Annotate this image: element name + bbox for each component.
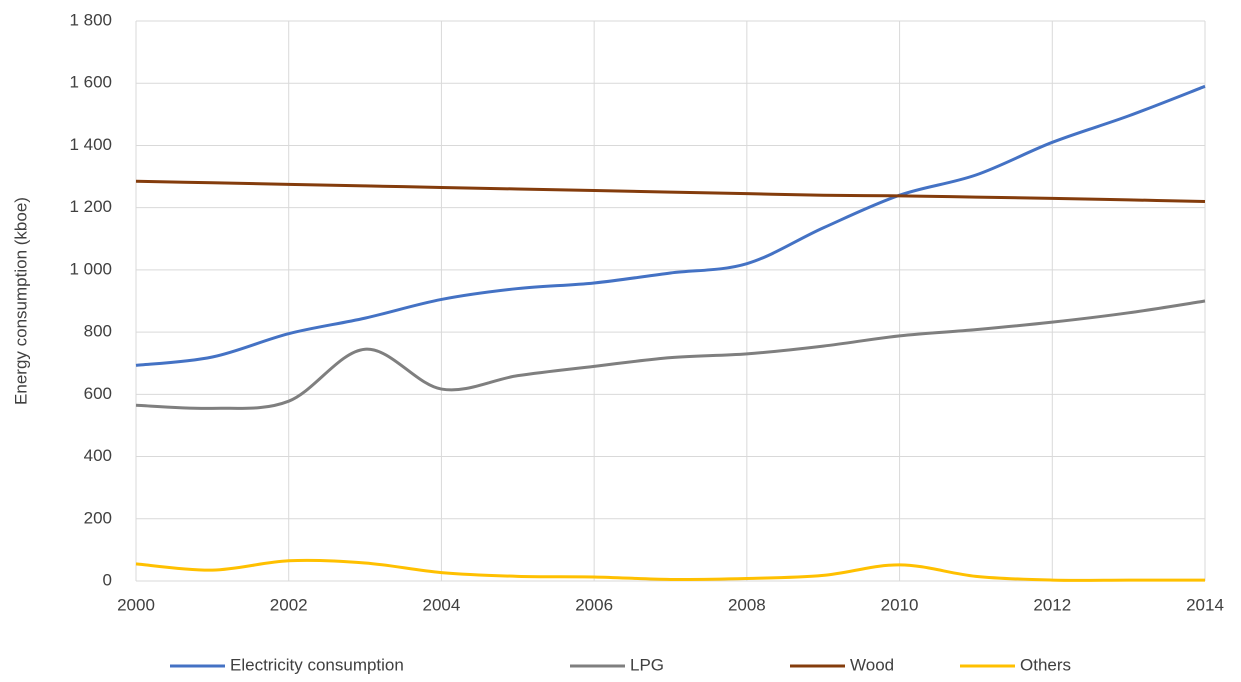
y-tick-label: 400 xyxy=(84,446,112,465)
legend-label: LPG xyxy=(630,655,664,674)
x-tick-label: 2010 xyxy=(881,595,919,614)
y-axis-label: Energy consumption (kboe) xyxy=(11,197,30,405)
series-line xyxy=(135,558,1205,582)
x-tick-label: 2012 xyxy=(1033,595,1071,614)
y-tick-label: 1 800 xyxy=(69,10,112,29)
x-tick-label: 2008 xyxy=(728,595,766,614)
series-line xyxy=(135,84,1206,367)
legend-label: Wood xyxy=(850,655,894,674)
x-tick-label: 2000 xyxy=(117,595,155,614)
y-tick-label: 800 xyxy=(84,322,112,341)
y-tick-label: 1 600 xyxy=(69,73,112,92)
series-line xyxy=(135,179,1206,203)
series-line xyxy=(135,299,1206,410)
legend-label: Electricity consumption xyxy=(230,655,404,674)
legend-label: Others xyxy=(1020,655,1071,674)
y-tick-label: 600 xyxy=(84,384,112,403)
x-tick-label: 2014 xyxy=(1186,595,1224,614)
x-tick-label: 2002 xyxy=(270,595,308,614)
y-tick-label: 1 200 xyxy=(69,197,112,216)
y-tick-label: 200 xyxy=(84,508,112,527)
x-tick-label: 2004 xyxy=(423,595,461,614)
y-tick-label: 1 000 xyxy=(69,259,112,278)
y-tick-label: 1 400 xyxy=(69,135,112,154)
x-tick-label: 2006 xyxy=(575,595,613,614)
y-tick-label: 0 xyxy=(103,570,112,589)
